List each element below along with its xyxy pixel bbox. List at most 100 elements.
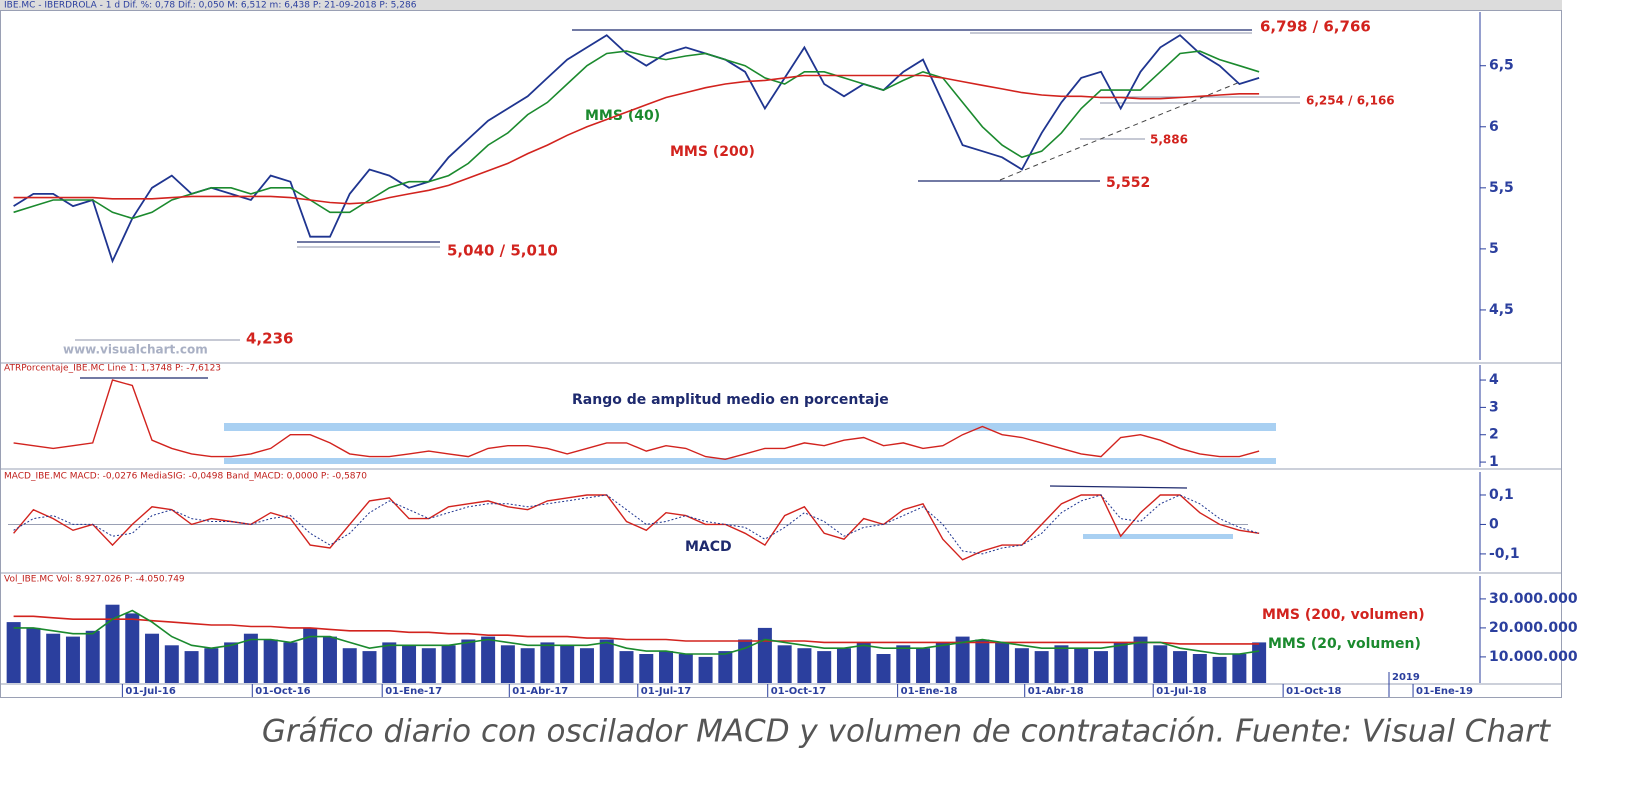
- volume-bar: [916, 648, 931, 683]
- x-tick-label: 01-Jul-17: [641, 686, 691, 697]
- trend-line: [999, 81, 1241, 181]
- volume-bar: [441, 645, 456, 683]
- x-tick-label: 01-Oct-16: [255, 686, 310, 697]
- volume-bar: [283, 642, 298, 683]
- y-tick-label: 5,5: [1489, 180, 1514, 196]
- volume-bar: [856, 642, 871, 683]
- price-line: [13, 34, 1260, 264]
- volume-bar: [579, 648, 594, 683]
- volume-bar: [402, 645, 417, 683]
- volume-bar: [698, 656, 713, 683]
- volume-bar: [1014, 648, 1029, 683]
- y-tick-label: 3: [1489, 399, 1499, 415]
- volume-bar: [1074, 648, 1089, 683]
- panel-header: ATRPorcentaje_IBE.MC Line 1: 1,3748 P: -…: [4, 364, 221, 374]
- level-label: 5,886: [1150, 133, 1188, 147]
- volume-bar: [1054, 645, 1069, 683]
- volume-bar: [757, 627, 772, 683]
- level-label: 4,236: [246, 330, 293, 348]
- volume-bar: [303, 627, 318, 683]
- panel-header: Vol_IBE.MC Vol: 8.927.026 P: -4.050.749: [4, 575, 185, 585]
- volume-bar: [184, 651, 199, 683]
- level-label: 5,552: [1106, 175, 1150, 191]
- volume-bar: [164, 645, 179, 683]
- volume-bar: [896, 645, 911, 683]
- x-tick-label: 01-Abr-17: [512, 686, 568, 697]
- volume-bar: [1212, 656, 1227, 683]
- volume-bar: [1034, 651, 1049, 683]
- y-tick-label: 20.000.000: [1489, 620, 1578, 636]
- year-label: 2019: [1392, 672, 1420, 683]
- volume-bar: [1153, 645, 1168, 683]
- y-tick-label: 5: [1489, 241, 1499, 257]
- volume-bar: [125, 613, 140, 683]
- series-label: MMS (40): [585, 108, 660, 124]
- y-tick-label: 1: [1489, 454, 1499, 470]
- volume-bar: [718, 651, 733, 683]
- volume-bar: [560, 645, 575, 683]
- volume-bar: [46, 633, 61, 683]
- volume-bar: [935, 642, 950, 683]
- x-tick-label: 01-Ene-17: [385, 686, 442, 697]
- band: [1083, 534, 1233, 539]
- volume-bar: [26, 627, 41, 683]
- volume-bar: [85, 630, 100, 683]
- volume-bar: [955, 636, 970, 683]
- level-label: 5,040 / 5,010: [447, 242, 558, 260]
- series-label: MMS (200, volumen): [1262, 607, 1425, 623]
- y-tick-label: 10.000.000: [1489, 649, 1578, 665]
- volume-bar: [342, 648, 357, 683]
- series-label: MMS (200): [670, 144, 755, 160]
- volume-bar: [1173, 651, 1188, 683]
- panel-header: IBE.MC - IBERDROLA - 1 d Dif. %: 0,78 Di…: [4, 1, 417, 11]
- y-tick-label: 0: [1489, 516, 1499, 532]
- volume-bar: [461, 639, 476, 683]
- volume-bar: [876, 654, 891, 683]
- volume-bar: [1252, 642, 1267, 683]
- volume-bar: [224, 642, 239, 683]
- level-label: 6,798 / 6,766: [1260, 18, 1371, 36]
- y-tick-label: -0,1: [1489, 546, 1520, 562]
- watermark: www.visualchart.com: [63, 343, 208, 357]
- volume-bar: [599, 639, 614, 683]
- y-tick-label: 6,5: [1489, 58, 1514, 74]
- caption: Gráfico diario con oscilador MACD y volu…: [262, 714, 1552, 750]
- volume-bar: [263, 639, 278, 683]
- volume-bar: [243, 633, 258, 683]
- y-tick-label: 30.000.000: [1489, 591, 1578, 607]
- volume-bar: [1093, 651, 1108, 683]
- volume-bar: [659, 651, 674, 683]
- price-line: [13, 494, 1260, 561]
- y-tick-label: 0,1: [1489, 487, 1514, 503]
- x-tick-label: 01-Ene-18: [901, 686, 958, 697]
- volume-bar: [540, 642, 555, 683]
- x-tick-label: 01-Ene-19: [1416, 686, 1473, 697]
- x-tick-label: 01-Oct-17: [771, 686, 826, 697]
- volume-bar: [817, 651, 832, 683]
- volume-bar: [836, 648, 851, 683]
- x-tick-label: 01-Abr-18: [1028, 686, 1084, 697]
- volume-bar: [777, 645, 792, 683]
- volume-bar: [975, 639, 990, 683]
- panel-header: MACD_IBE.MC MACD: -0,0276 MediaSIG: -0,0…: [4, 472, 367, 482]
- volume-bar: [1113, 642, 1128, 683]
- volume-bar: [322, 636, 337, 683]
- volume-bar: [481, 636, 496, 683]
- band: [224, 458, 1276, 464]
- volume-bar: [382, 642, 397, 683]
- price-line: [13, 379, 1260, 461]
- volume-bar: [500, 645, 515, 683]
- x-tick-label: 01-Jul-16: [125, 686, 175, 697]
- y-tick-label: 4,5: [1489, 302, 1514, 318]
- average-line: [13, 609, 1260, 655]
- volume-bar: [738, 639, 753, 683]
- series-label: MMS (20, volumen): [1268, 636, 1421, 652]
- volume-bar: [678, 654, 693, 683]
- y-tick-label: 2: [1489, 427, 1499, 443]
- volume-bar: [421, 648, 436, 683]
- average-line: [13, 74, 1260, 205]
- level-line: [1049, 485, 1188, 489]
- volume-bar: [204, 648, 219, 683]
- volume-bar: [797, 648, 812, 683]
